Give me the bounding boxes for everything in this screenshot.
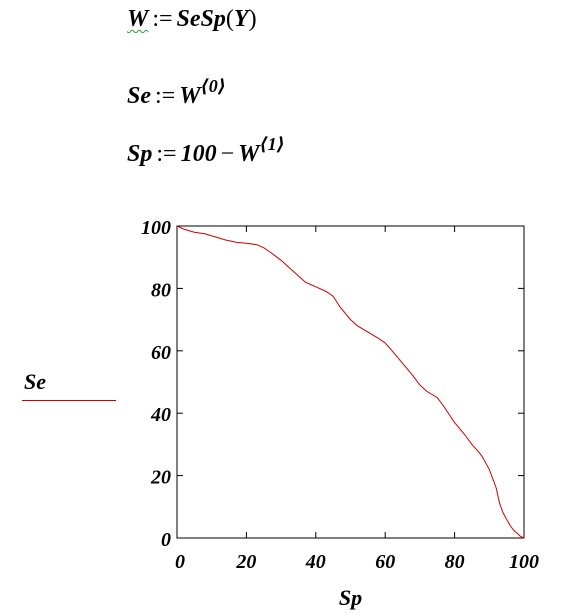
assign-operator: := [152,6,173,32]
plot-frame [176,225,525,539]
series-line-se [176,225,525,539]
function-name: SeSp [176,6,226,32]
equation-w[interactable]: W:= SeSp(Y) [127,6,257,33]
equation-se[interactable]: Se:= W⟨0⟩ [127,76,226,110]
legend-label: Se [24,369,46,394]
x-tick-label: 80 [445,551,465,573]
close-paren: ) [248,6,257,32]
matrix-name: W [179,83,201,109]
y-tick-label: 100 [141,217,171,239]
y-tick-label: 60 [151,342,171,364]
x-tick-label: 20 [235,551,256,573]
equation-sp-lhs: Sp [127,141,153,167]
equation-w-lhs: W [127,6,149,32]
column-index: ⟨0⟩ [200,76,226,96]
x-tick-label: 100 [509,551,539,573]
equation-sp[interactable]: Sp:= 100− W⟨1⟩ [127,134,285,168]
x-tick-label: 40 [305,551,326,573]
x-axis-label: Sp [339,585,362,610]
y-tick-label: 0 [161,529,171,551]
column-index: ⟨1⟩ [259,134,285,154]
assign-operator: := [156,141,177,167]
constant-value: 100 [180,141,217,167]
equation-se-lhs: Se [127,83,151,109]
matrix-name: W [238,141,260,167]
open-paren: ( [225,6,234,32]
y-tick-label: 40 [150,404,171,426]
minus-operator: − [220,141,235,167]
legend-line [22,400,116,401]
x-tick-label: 0 [175,551,185,573]
y-tick-label: 80 [151,279,171,301]
function-argument: Y [233,6,249,32]
x-tick-label: 60 [375,551,395,573]
assign-operator: := [155,83,176,109]
y-tick-label: 20 [150,467,171,489]
